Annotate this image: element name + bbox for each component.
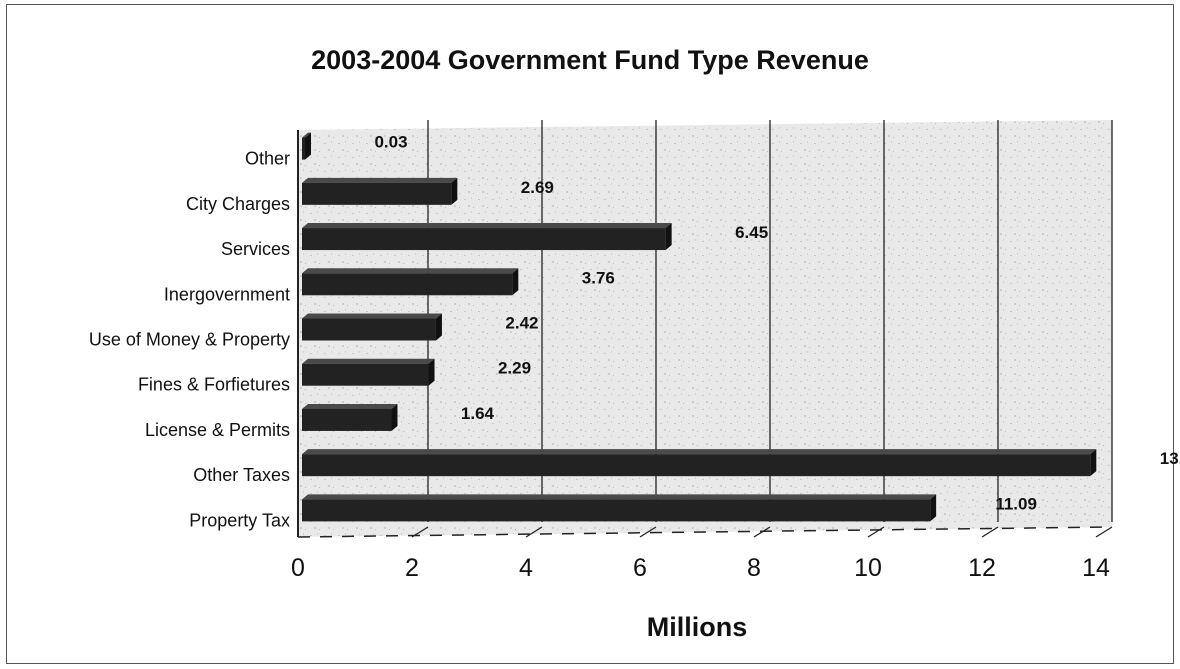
x-tick-label: 2 bbox=[405, 554, 419, 582]
x-tick-label: 0 bbox=[291, 554, 305, 582]
category-label: Services bbox=[221, 239, 290, 259]
bar bbox=[302, 268, 519, 296]
x-tick-label: 12 bbox=[968, 554, 996, 582]
bar-top-face bbox=[302, 403, 398, 409]
bar-front-face bbox=[302, 499, 931, 522]
bar-front-face bbox=[302, 408, 392, 431]
category-label: Inergovernment bbox=[164, 284, 290, 304]
bar-top-face bbox=[302, 268, 519, 274]
bar-end-face bbox=[451, 177, 458, 205]
gridline-floor bbox=[981, 526, 999, 538]
bar-end-face bbox=[665, 223, 672, 251]
value-label: 0.03 bbox=[374, 133, 407, 152]
bar bbox=[302, 132, 311, 160]
x-tick-label: 14 bbox=[1082, 554, 1110, 582]
category-label: Other Taxes bbox=[193, 465, 290, 485]
category-label: Other bbox=[245, 149, 290, 169]
bar-front-face bbox=[302, 273, 513, 296]
bar-end-face bbox=[930, 494, 937, 522]
category-label: Use of Money & Property bbox=[89, 330, 290, 350]
value-labels: 11.09 13.9 1.64 2.29 2.42 3.76 6.45 2.69 0.03 bbox=[374, 133, 1180, 514]
x-axis-ticks: 0 2 4 6 8 10 12 14 bbox=[291, 554, 1110, 582]
value-label: 2.42 bbox=[505, 314, 538, 333]
gridline-floor bbox=[867, 526, 885, 538]
gridline-floor bbox=[411, 526, 429, 538]
x-axis-floor-line bbox=[297, 526, 1113, 538]
bar-front-face bbox=[302, 228, 666, 251]
bar-top-face bbox=[302, 223, 672, 229]
x-axis-title: Millions bbox=[647, 612, 748, 642]
category-label: Fines & Forfietures bbox=[138, 375, 290, 395]
bar bbox=[302, 177, 458, 205]
bar-front-face bbox=[302, 137, 305, 160]
bar-end-face bbox=[391, 403, 398, 431]
bar-end-face bbox=[428, 358, 435, 386]
bar-top-face bbox=[302, 132, 311, 138]
bar bbox=[302, 358, 435, 386]
bar-end-face bbox=[512, 268, 519, 296]
value-label: 3.76 bbox=[582, 268, 615, 287]
bar-front-face bbox=[302, 182, 452, 205]
category-label: City Charges bbox=[186, 194, 290, 214]
bar-top-face bbox=[302, 449, 1097, 455]
category-label: Property Tax bbox=[189, 510, 290, 530]
bar-front-face bbox=[302, 454, 1091, 477]
category-label: License & Permits bbox=[145, 420, 290, 440]
gridline-floor bbox=[525, 526, 543, 538]
value-label: 11.09 bbox=[995, 494, 1037, 513]
bar bbox=[302, 403, 398, 431]
x-tick-label: 8 bbox=[747, 554, 761, 582]
gridline-floor bbox=[1095, 526, 1113, 538]
bar bbox=[302, 449, 1097, 477]
value-label: 6.45 bbox=[735, 223, 768, 242]
bar-top-face bbox=[302, 177, 458, 183]
x-tick-label: 6 bbox=[633, 554, 647, 582]
bar bbox=[302, 313, 442, 341]
value-label: 2.69 bbox=[521, 178, 554, 197]
value-label: 2.29 bbox=[498, 359, 531, 378]
value-label: 1.64 bbox=[461, 404, 495, 423]
bars bbox=[302, 132, 1097, 522]
x-tick-label: 10 bbox=[854, 554, 882, 582]
bar-top-face bbox=[302, 494, 937, 500]
x-tick-label: 4 bbox=[519, 554, 533, 582]
bar-front-face bbox=[302, 318, 436, 341]
bar-end-face bbox=[305, 132, 311, 160]
bar-top-face bbox=[302, 313, 442, 319]
gridline-floor bbox=[753, 526, 771, 538]
bar-end-face bbox=[1090, 449, 1097, 477]
value-label: 13.9 bbox=[1160, 449, 1180, 468]
bar-end-face bbox=[435, 313, 442, 341]
bar-top-face bbox=[302, 358, 435, 364]
category-labels: Property Tax Other Taxes License & Permits… bbox=[89, 149, 290, 531]
bar bbox=[302, 223, 672, 251]
bar bbox=[302, 494, 937, 522]
chart-title: 2003-2004 Government Fund Type Revenue bbox=[311, 45, 869, 75]
gridline-floor bbox=[639, 526, 657, 538]
bar-front-face bbox=[302, 363, 429, 386]
